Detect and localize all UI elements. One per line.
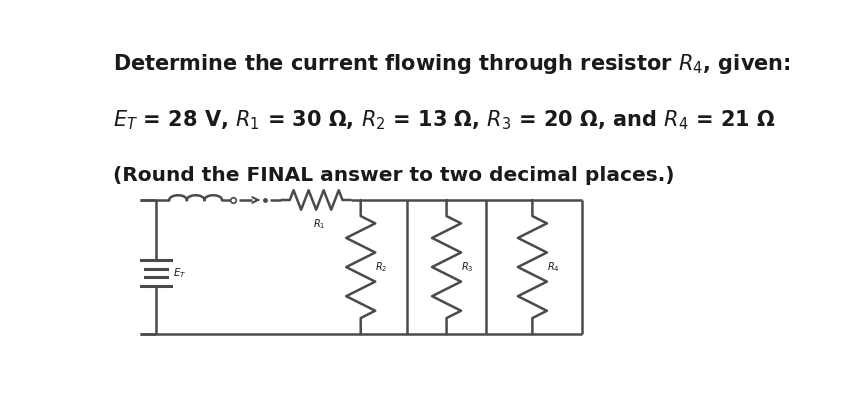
Text: $R_3$: $R_3$ <box>461 260 474 274</box>
Text: $R_1$: $R_1$ <box>314 217 325 230</box>
Text: $E_T$: $E_T$ <box>173 266 186 280</box>
Text: (Round the FINAL answer to two decimal places.): (Round the FINAL answer to two decimal p… <box>113 166 675 185</box>
Text: Determine the current flowing through resistor $R_4$, given:: Determine the current flowing through re… <box>113 52 791 76</box>
Text: $R_2$: $R_2$ <box>375 260 388 274</box>
Text: $R_4$: $R_4$ <box>547 260 560 274</box>
Text: $E_T$ = 28 V, $R_1$ = 30 Ω, $R_2$ = 13 Ω, $R_3$ = 20 Ω, and $R_4$ = 21 Ω: $E_T$ = 28 V, $R_1$ = 30 Ω, $R_2$ = 13 Ω… <box>113 109 775 132</box>
